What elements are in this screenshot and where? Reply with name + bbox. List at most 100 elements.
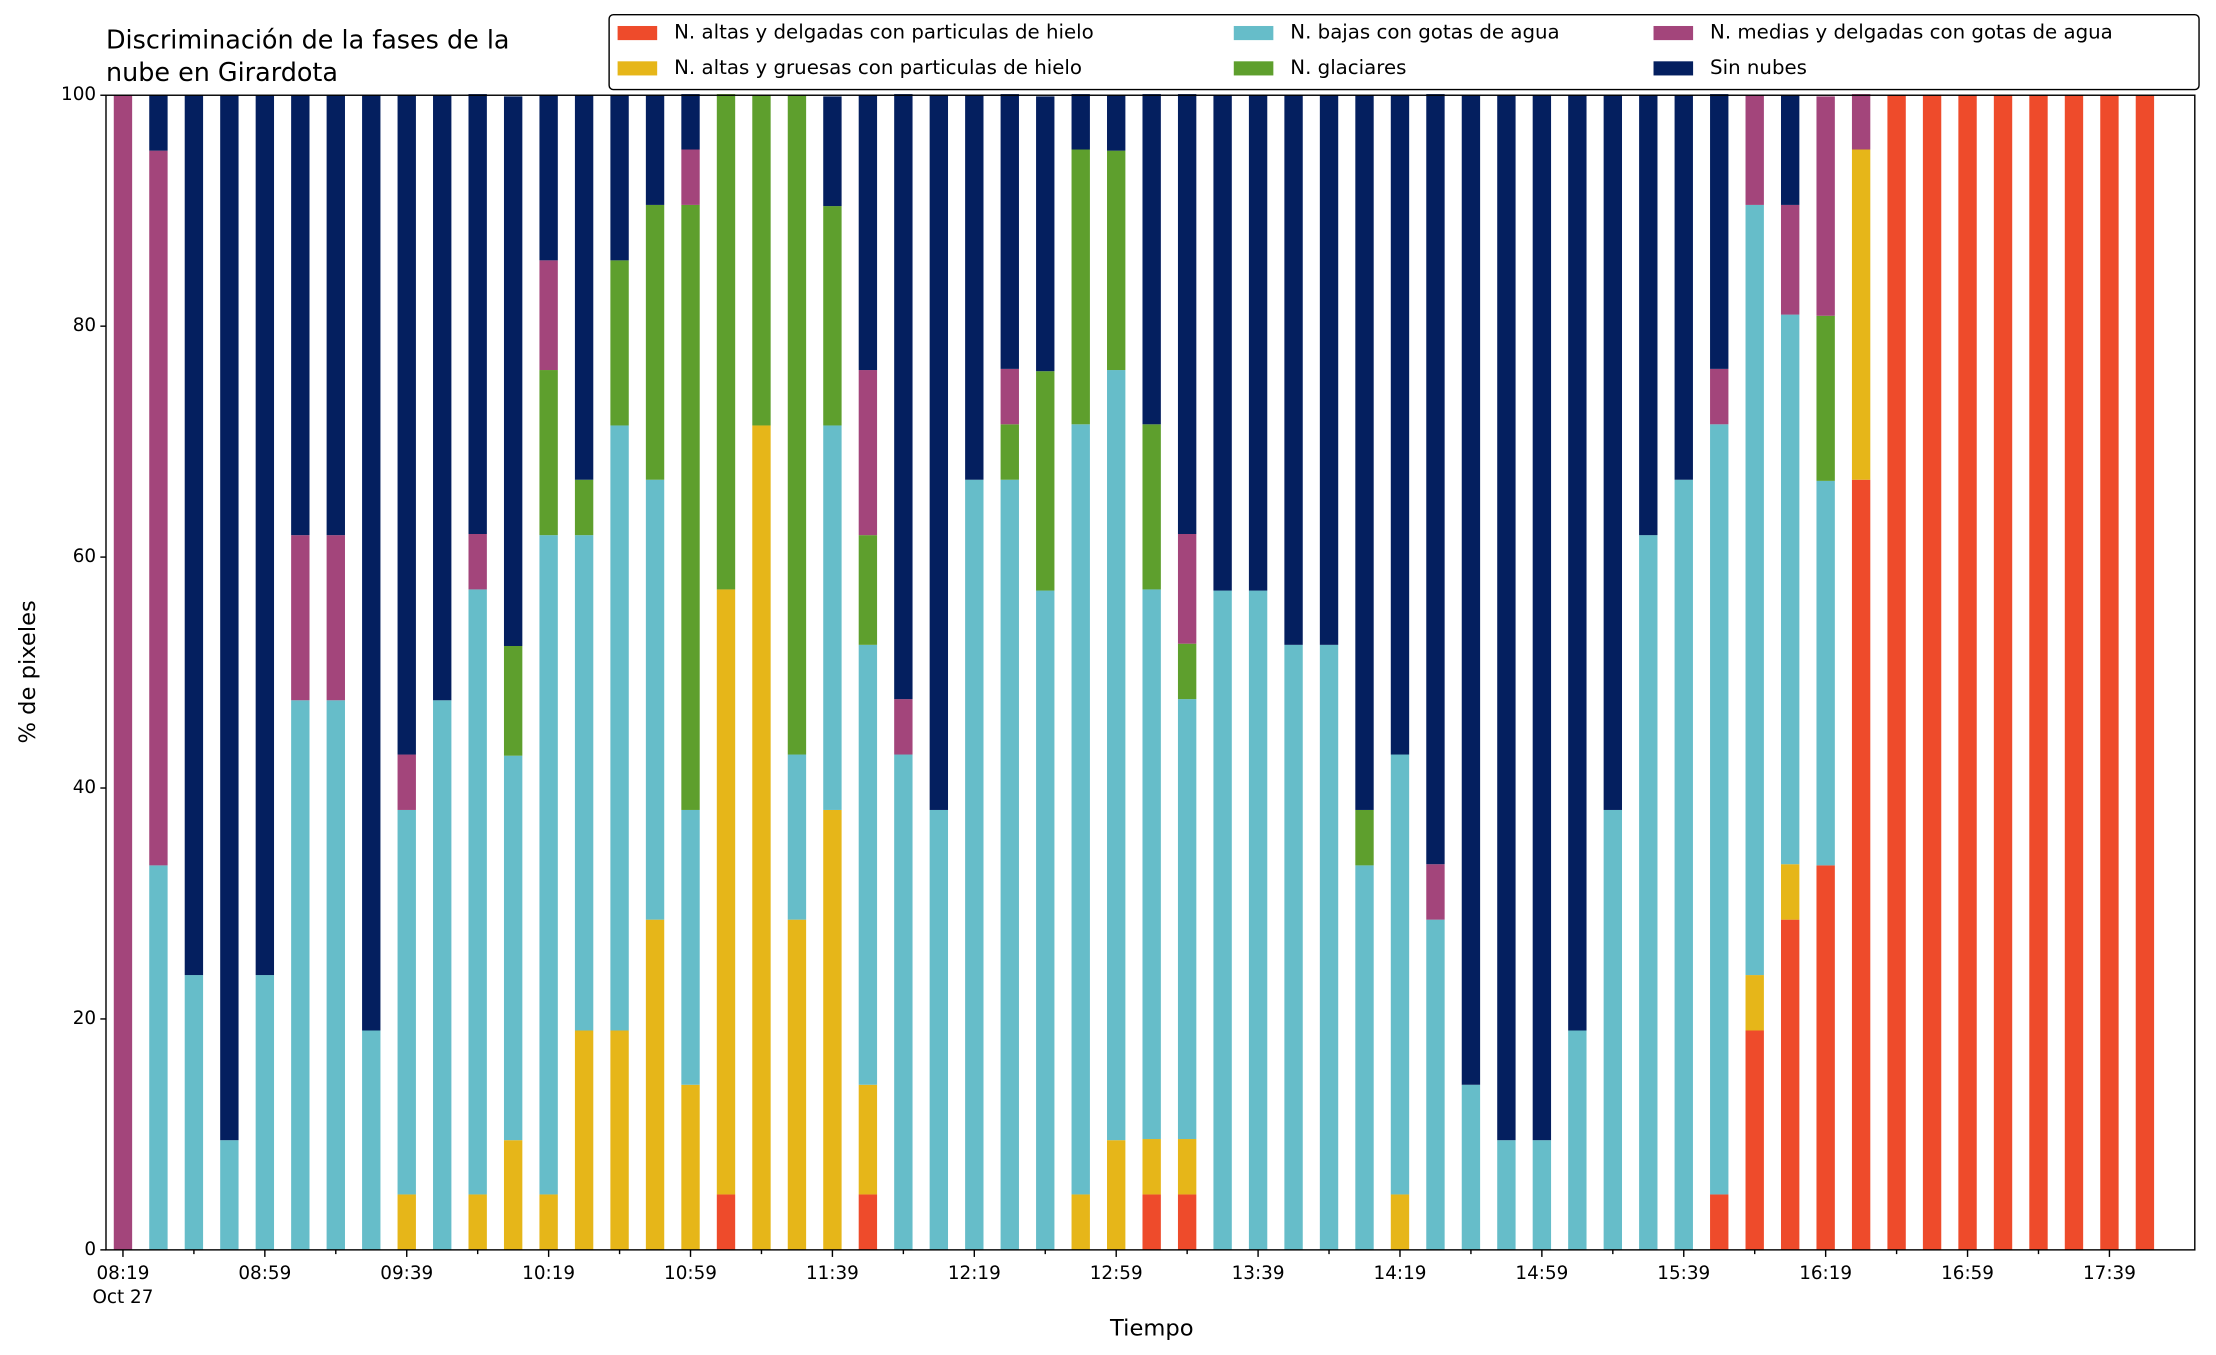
bar-segment [823, 96, 842, 207]
bar-segment [1071, 1194, 1090, 1250]
bar-segment [1284, 95, 1303, 645]
bar-segment [1177, 533, 1197, 644]
bar-segment [574, 479, 594, 536]
bar-segment [1355, 95, 1374, 810]
bar-segment [1568, 95, 1587, 1031]
bar-segment [326, 700, 345, 1250]
bar-segment [787, 95, 807, 755]
bar-segment [1071, 424, 1090, 1195]
bar-segment [149, 865, 168, 1250]
bar-segment [1710, 94, 1729, 369]
bar-segment [1000, 479, 1019, 1250]
bar-segment [681, 94, 700, 150]
bar-segment [1710, 1194, 1729, 1250]
x-tick-label: 08:59 [238, 1263, 291, 1284]
bar-segment [1000, 94, 1019, 369]
bar-segment [1497, 95, 1516, 1141]
bar-segment [539, 1194, 558, 1250]
legend-swatch [1653, 25, 1694, 41]
bar-segment [1745, 1030, 1764, 1250]
legend-label: N. glaciares [1290, 56, 1406, 79]
bar-segment [1319, 95, 1339, 645]
bar-segment [1071, 94, 1090, 150]
bar-segment [681, 809, 700, 1085]
bar-segment [1177, 1194, 1197, 1250]
bar-segment [858, 535, 878, 645]
bar-segment [823, 425, 842, 810]
bar-segment [1107, 150, 1126, 371]
bar-segment [574, 535, 594, 1031]
bar-segment [752, 425, 771, 1250]
bar-segment [681, 149, 700, 205]
bar-segment [1745, 204, 1764, 976]
bar-segment [1816, 865, 1835, 1250]
bar-segment [1213, 590, 1232, 1250]
x-tick-label: 09:39 [380, 1263, 433, 1284]
bar-segment [1000, 424, 1019, 480]
bar-segment [1710, 368, 1729, 425]
bar-segment [1142, 1139, 1161, 1195]
x-tick-label: 13:39 [1232, 1263, 1285, 1284]
bar-segment [468, 94, 487, 534]
bar-segment [1780, 314, 1800, 865]
bar-segment [1177, 1139, 1197, 1195]
bar-segment [823, 809, 842, 1250]
x-axis-label: Tiempo [1109, 1316, 1194, 1342]
bar-segment [1851, 94, 1871, 150]
bar-segment [397, 754, 416, 810]
bar-segment [539, 260, 558, 371]
bar-segment [681, 1084, 700, 1250]
bar-segment [894, 699, 913, 755]
bar-segment [1993, 95, 2013, 1250]
bar-segment [1851, 479, 1871, 1250]
bar-segment [220, 1140, 239, 1250]
bar-segment [2135, 95, 2155, 1250]
bar-segment [503, 645, 523, 756]
bar-segment [1426, 919, 1445, 1250]
bar-segment [539, 95, 558, 261]
bar-segment [433, 95, 452, 701]
bar-segment [1603, 809, 1623, 1250]
bar-segment [1142, 424, 1161, 590]
bar-segment [965, 479, 984, 1250]
bar-segment [1390, 1194, 1410, 1250]
y-tick-label: 20 [73, 1008, 96, 1029]
bar-segment [291, 95, 310, 536]
bar-segment [326, 95, 345, 536]
bar-segment [1177, 94, 1197, 534]
legend-label: N. bajas con gotas de agua [1290, 21, 1559, 44]
bar-segment [2064, 95, 2084, 1250]
bar-segment [255, 975, 275, 1250]
bar-segment [1780, 864, 1800, 920]
bar-segment [1780, 204, 1800, 315]
y-tick-label: 100 [61, 84, 96, 105]
y-axis-label: % de pixeles [15, 600, 41, 743]
chart-title: nube en Girardota [106, 57, 338, 87]
x-tick-label: 10:59 [664, 1263, 717, 1284]
legend-swatch [617, 25, 658, 41]
legend-frame [608, 13, 2200, 91]
bar-segment [858, 370, 878, 536]
bar-segment [1851, 149, 1871, 480]
bar-segment [149, 95, 168, 151]
legend: N. altas y delgadas con particulas de hi… [608, 13, 2200, 91]
bar-segment [858, 644, 878, 1085]
bar-segment [894, 754, 913, 1250]
bar-segment [1710, 424, 1729, 1195]
bar-segment [503, 1140, 523, 1250]
bar-segment [1390, 754, 1410, 1195]
bar-segment [1745, 95, 1764, 205]
bar-segment [1000, 368, 1019, 425]
bar-segment [1426, 864, 1445, 920]
bar-segment [965, 95, 984, 480]
bar-segment [1497, 1140, 1516, 1250]
x-tick-label: 12:19 [948, 1263, 1001, 1284]
bar-segment [1639, 95, 1658, 536]
bar-segment [1922, 95, 1942, 1250]
bar-segment [397, 95, 416, 755]
bar-segment [503, 96, 523, 646]
bar-segment [1639, 535, 1658, 1250]
bar-segment [929, 95, 949, 810]
y-tick-label: 80 [73, 315, 96, 336]
